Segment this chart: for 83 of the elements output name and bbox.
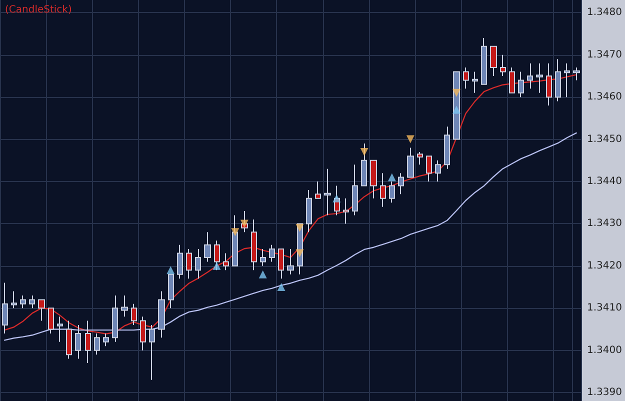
candlestick [232, 214, 238, 266]
candlestick [444, 126, 450, 170]
y-tick-label: 1.3410 [587, 302, 622, 314]
point [231, 228, 240, 236]
candlestick [57, 316, 63, 342]
candlestick [306, 189, 312, 233]
candlestick [112, 294, 118, 342]
candlestick [269, 244, 275, 262]
candlestick [500, 54, 506, 76]
candlestick [481, 37, 487, 85]
line-series [4, 132, 577, 341]
candlestick [352, 164, 358, 216]
candlestick [435, 160, 441, 182]
candlestick [343, 198, 349, 224]
candlestick [195, 248, 201, 280]
candlestick [370, 160, 377, 199]
y-tick-label: 1.3440 [587, 176, 622, 188]
point [360, 148, 368, 156]
candlestick [11, 290, 17, 309]
chart-title: (CandleStick) [5, 4, 72, 16]
candlestick [573, 67, 580, 81]
candlestick [564, 62, 570, 98]
point [406, 135, 414, 144]
candlestick [426, 156, 432, 182]
point [212, 262, 221, 270]
candlestick [75, 324, 81, 360]
candlestick [380, 172, 386, 208]
candlestick [103, 332, 109, 347]
candlestick [407, 147, 414, 178]
y-tick-label: 1.3420 [587, 260, 622, 272]
y-tick-label: 1.3470 [587, 49, 622, 60]
point [258, 270, 267, 278]
y-tick-label: 1.3430 [587, 218, 622, 230]
point [296, 249, 304, 258]
candlestick [149, 324, 155, 380]
candlestick [66, 320, 72, 360]
point [166, 266, 175, 274]
candlestick [94, 332, 100, 356]
candlestick [287, 248, 294, 275]
candlestick [260, 248, 266, 266]
point [452, 106, 461, 114]
candlestick [315, 181, 321, 199]
y-tick-label: 1.3460 [587, 92, 622, 103]
candlestick [29, 294, 35, 309]
point [452, 88, 461, 97]
candlestick [177, 244, 183, 280]
y-tick-label: 1.3450 [587, 134, 622, 145]
point [296, 224, 304, 232]
candlestick [490, 46, 497, 76]
candlestick [536, 62, 543, 94]
candlestick [361, 143, 367, 186]
candlestick [509, 67, 515, 94]
candlestick [38, 299, 45, 322]
candlestick [555, 58, 561, 102]
candlestick [398, 172, 404, 195]
candlestick [131, 303, 137, 326]
candlestick [324, 168, 331, 216]
point [388, 173, 396, 182]
candlestick [20, 294, 26, 309]
candlestick [85, 320, 91, 364]
candlestick [389, 181, 395, 204]
point [277, 283, 286, 292]
candlestick [140, 316, 146, 351]
candlestick [121, 294, 128, 318]
candlestick [158, 290, 165, 338]
point [240, 220, 248, 228]
candlestick [417, 151, 423, 166]
candlestick [546, 62, 552, 106]
y-tick-label: 1.3480 [587, 7, 622, 18]
point [332, 194, 341, 202]
candlestick [463, 67, 469, 90]
candlestick [527, 62, 533, 90]
y-tick-label: 1.3390 [587, 387, 622, 398]
candlestick [186, 248, 192, 280]
candlestick [518, 71, 524, 98]
candlestick [223, 252, 229, 271]
candlestick [278, 248, 284, 280]
y-tick-label: 1.3400 [587, 344, 622, 356]
candlestick [472, 71, 478, 94]
candlestick [204, 232, 211, 262]
candlestick [2, 282, 8, 334]
candlestick [48, 308, 54, 334]
candlestick [251, 218, 257, 271]
